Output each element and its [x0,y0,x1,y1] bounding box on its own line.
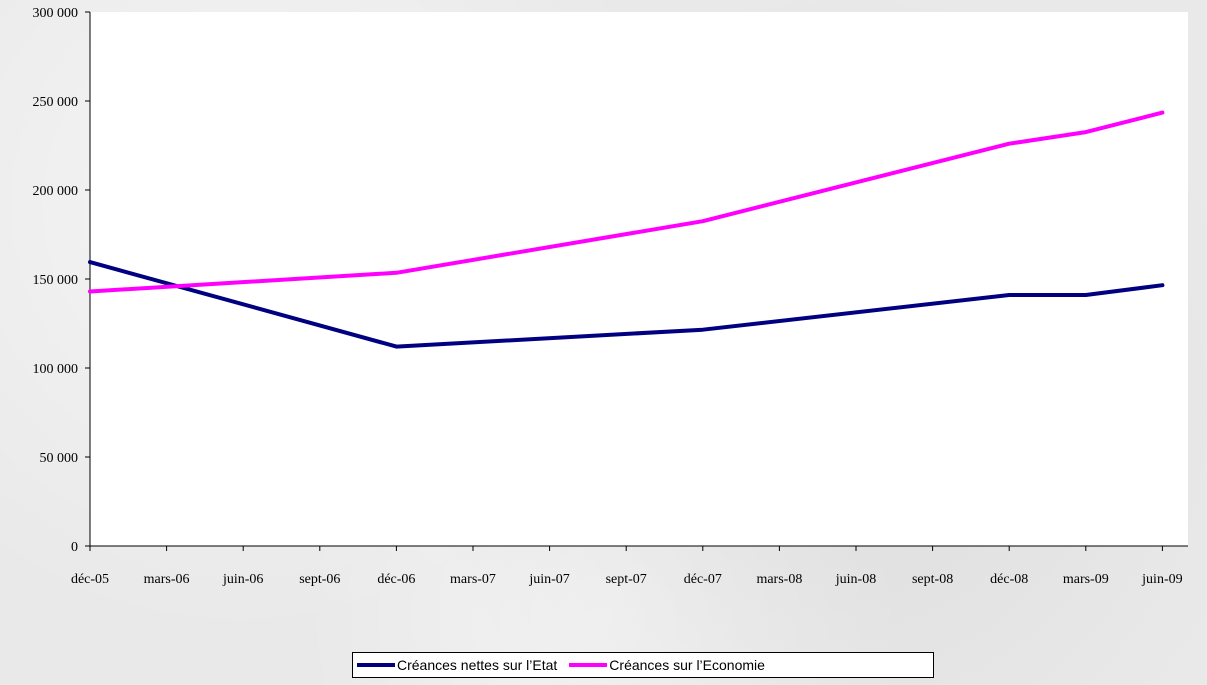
x-tick-label: déc-08 [990,572,1028,587]
x-tick-label: sept-07 [606,572,647,587]
legend-swatch-series-1 [569,663,608,667]
y-tick-label: 50 000 [40,451,79,466]
x-tick-label: mars-09 [1063,572,1109,587]
x-tick-label: mars-07 [450,572,496,587]
y-tick-label: 200 000 [33,184,79,199]
y-tick-label: 300 000 [33,6,79,21]
series-line-1 [88,110,1165,294]
plot-area [90,12,1188,546]
legend-label-series-1: Créances sur l’Economie [609,657,765,673]
x-tick-label: juin-06 [222,572,263,587]
legend: Créances nettes sur l’Etat Créances sur … [352,652,934,678]
legend-item-series-1: Créances sur l’Economie [569,657,765,673]
y-tick-label: 150 000 [33,273,79,288]
legend-item-series-0: Créances nettes sur l’Etat [357,657,557,673]
series-layer [88,110,1165,349]
x-tick-label: déc-07 [684,572,722,587]
x-tick-label: déc-05 [71,572,109,587]
x-tick-label: sept-06 [299,572,340,587]
x-tick-label: mars-06 [144,572,190,587]
x-tick-label: mars-08 [756,572,802,587]
axes: 0 50 000 100 000 150 000 200 000 250 000 300 0… [33,6,1188,587]
x-tick-label: juin-07 [528,572,569,587]
y-tick-label: 250 000 [33,95,79,110]
y-tick-label: 100 000 [33,362,79,377]
legend-swatch-series-0 [357,663,395,667]
x-tick-label: déc-06 [377,572,415,587]
x-tick-label: sept-08 [912,572,953,587]
y-tick-label: 0 [71,540,78,555]
series-line-0 [88,260,1165,349]
legend-label-series-0: Créances nettes sur l’Etat [397,657,558,673]
x-tick-label: juin-08 [835,572,876,587]
x-tick-label: juin-09 [1141,572,1182,587]
